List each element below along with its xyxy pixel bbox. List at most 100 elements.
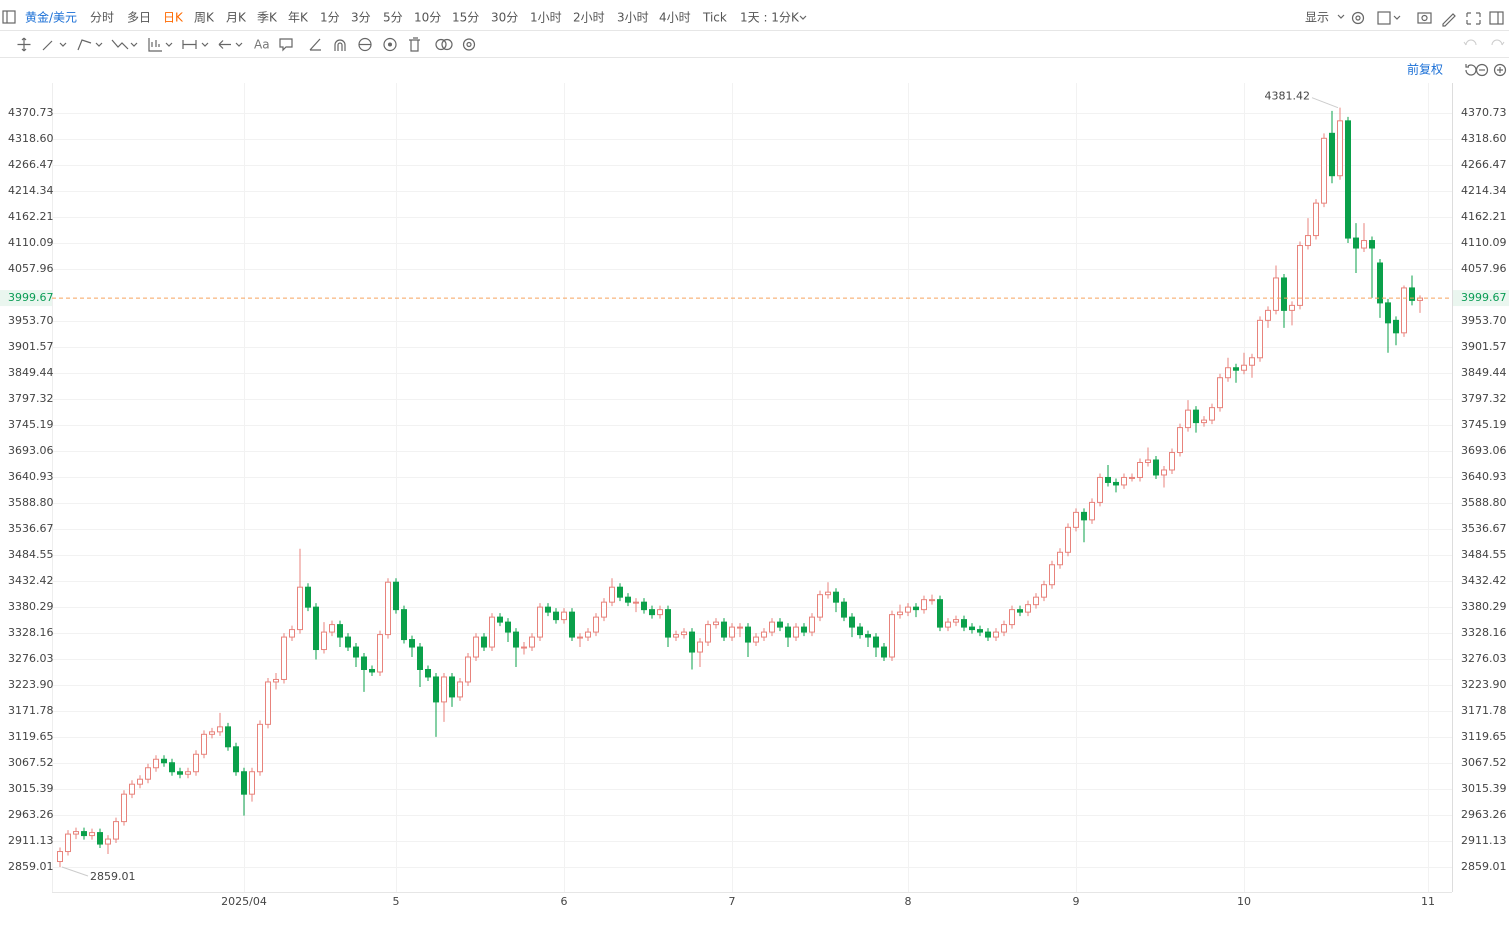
y-tick-label-right: 4110.09 — [1461, 236, 1507, 249]
period-tab[interactable]: Tick — [702, 11, 727, 25]
candle-body — [1209, 407, 1215, 421]
x-tick-label: 6 — [561, 895, 568, 908]
candle-body — [985, 631, 991, 638]
y-tick-label: 3588.80 — [8, 496, 54, 509]
symbol[interactable]: 黄金/美元 — [25, 10, 77, 25]
period-tab[interactable]: 月K — [226, 11, 247, 25]
candle-body — [1201, 419, 1207, 424]
y-tick-label: 3901.57 — [8, 340, 54, 353]
candle-body — [521, 646, 527, 649]
range-selector-arrow[interactable] — [799, 15, 807, 20]
candle-body — [1097, 476, 1103, 503]
candle-body — [89, 832, 95, 837]
candle-body — [713, 621, 719, 626]
period-tab[interactable]: 季K — [257, 11, 278, 25]
candle-body — [753, 636, 759, 643]
last-price-box — [0, 290, 52, 307]
last-price-label-right: 3999.67 — [1461, 291, 1507, 304]
right-tools[interactable] — [1337, 11, 1507, 77]
period-tab[interactable]: 4小时 — [659, 11, 691, 25]
candle-body — [1033, 596, 1039, 606]
candle-body — [457, 681, 463, 698]
candle-body — [1377, 262, 1383, 304]
candle-body — [1401, 287, 1407, 334]
candle-body — [769, 621, 775, 633]
period-tab[interactable]: 15分 — [452, 11, 479, 25]
candle-body — [777, 621, 783, 628]
period-tab[interactable]: 5分 — [383, 11, 403, 25]
y-tick-label-right: 2963.26 — [1461, 808, 1507, 821]
max-leader — [1311, 97, 1339, 109]
period-tab[interactable]: 日K — [163, 11, 184, 25]
y-tick-label: 3223.90 — [8, 678, 54, 691]
candle-body — [425, 668, 431, 678]
candle-body — [729, 626, 735, 638]
period-tab[interactable]: 10分 — [414, 11, 441, 25]
candle-body — [121, 793, 127, 823]
y-tick-label: 4318.60 — [8, 132, 54, 145]
candle-body — [889, 614, 895, 658]
period-tab[interactable]: 3分 — [351, 11, 371, 25]
period-tab[interactable]: 周K — [194, 11, 215, 25]
y-tick-label: 3067.52 — [8, 756, 54, 769]
candle-body — [993, 631, 999, 638]
candle-body — [1089, 501, 1095, 521]
candle-body — [609, 586, 615, 603]
y-tick-label: 3119.65 — [8, 730, 54, 743]
y-tick-label: 3797.32 — [8, 392, 54, 405]
period-tab[interactable]: 30分 — [491, 11, 518, 25]
x-tick-label: 7 — [729, 895, 736, 908]
candle-body — [1121, 476, 1127, 486]
period-tab[interactable]: 年K — [288, 11, 309, 25]
period-tab[interactable]: 3小时 — [617, 11, 649, 25]
y-tick-label-right: 4214.34 — [1461, 184, 1507, 197]
candle-body — [289, 629, 295, 638]
y-tick-label-right: 4318.60 — [1461, 132, 1507, 145]
candle-body — [97, 832, 103, 845]
candle-body — [329, 624, 335, 633]
y-tick-label: 3849.44 — [8, 366, 54, 379]
drawing-tools[interactable]: Aa — [17, 37, 476, 52]
y-tick-label-right: 4370.73 — [1461, 106, 1507, 119]
candle-body — [529, 636, 535, 648]
sidebar-icon[interactable] — [2, 10, 16, 24]
candle-body — [921, 599, 927, 611]
period-tab[interactable]: 1分 — [320, 11, 340, 25]
candle-body — [273, 678, 279, 683]
y-tick-label: 3745.19 — [8, 418, 54, 431]
candle-body — [441, 676, 447, 703]
period-tab[interactable]: 分时 — [90, 11, 114, 25]
y-tick-label: 3640.93 — [8, 470, 54, 483]
y-tick-label-right: 3276.03 — [1461, 652, 1507, 665]
candle-body — [401, 609, 407, 641]
y-tick-label: 3693.06 — [8, 444, 54, 457]
candle-body — [113, 821, 119, 840]
y-tick-label-right: 4057.96 — [1461, 262, 1507, 275]
candle-body — [1329, 132, 1335, 177]
range-selector[interactable]: 1天 : 1分K — [740, 11, 800, 25]
candle-body — [801, 626, 807, 633]
adjust-mode[interactable]: 前复权 — [1407, 62, 1443, 77]
y-tick-label: 3536.67 — [8, 522, 54, 535]
candle-body — [1217, 377, 1223, 409]
period-tab[interactable]: 多日 — [127, 11, 151, 25]
candle-body — [937, 599, 943, 628]
max-price-label: 4381.42 — [1265, 90, 1311, 103]
candle-body — [857, 626, 863, 636]
candle-body — [1361, 240, 1367, 249]
candle-body — [961, 619, 967, 628]
period-tab[interactable]: 1小时 — [530, 11, 562, 25]
candle-body — [913, 606, 919, 611]
candle-body — [361, 656, 367, 670]
y-tick-label: 2963.26 — [8, 808, 54, 821]
y-tick-label: 3484.55 — [8, 548, 54, 561]
candle-body — [1345, 120, 1351, 239]
candle-body — [1129, 476, 1135, 479]
period-tab[interactable]: 2小时 — [573, 11, 605, 25]
candle-body — [1281, 277, 1287, 311]
candle-body — [881, 646, 887, 658]
last-price-label: 3999.67 — [8, 291, 54, 304]
candle-body — [1153, 459, 1159, 476]
candle-body — [737, 626, 743, 629]
display-button[interactable]: 显示 — [1305, 11, 1329, 25]
